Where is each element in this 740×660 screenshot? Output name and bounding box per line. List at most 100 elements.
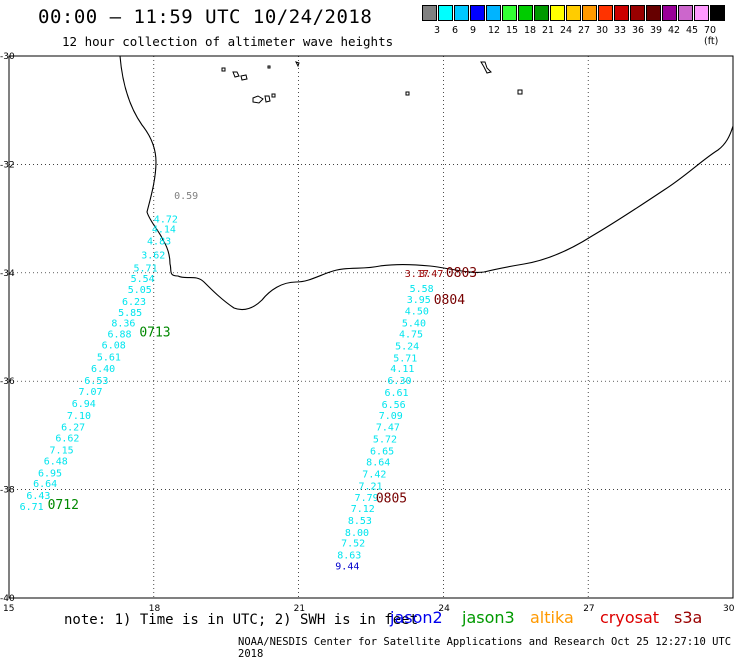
wave-height-value: 7.42	[362, 469, 386, 480]
scale-label: 70 (ft)	[704, 25, 719, 47]
wave-height-value: 7.12	[351, 504, 375, 515]
satellite-legend-jason2: jason2	[390, 608, 443, 627]
islands	[221, 61, 523, 104]
wave-height-value: 5.58	[410, 284, 434, 295]
observations-layer: 0.594.724.144.833.625.715.545.056.235.85…	[20, 191, 478, 573]
island	[480, 61, 492, 74]
latitude-labels: -30 -32 -34 -36 -38 -40	[0, 52, 15, 604]
scale-label: 18	[524, 25, 537, 36]
scale-swatch	[614, 5, 629, 21]
lon-tick-label: 30	[723, 604, 735, 614]
satellite-legend-jason3: jason3	[462, 608, 515, 627]
wave-height-value: 4.14	[152, 224, 176, 235]
scale-swatch	[694, 5, 709, 21]
scale-swatch	[630, 5, 645, 21]
wave-height-value: 6.65	[370, 447, 394, 458]
island	[405, 91, 410, 96]
wave-height-value: 7.15	[50, 445, 74, 456]
scale-label: 9	[470, 25, 477, 36]
scale-label: 39	[650, 25, 663, 36]
island	[264, 95, 271, 103]
wave-height-value: 7.09	[379, 411, 403, 422]
wave-height-value: 4.11	[390, 364, 414, 375]
wave-height-value: 4.83	[147, 236, 171, 247]
island	[252, 95, 264, 104]
wave-height-value: 5.71	[393, 353, 417, 364]
longitude-labels: 15 18 21 24 27 30	[3, 604, 735, 614]
wave-height-value: 3.17	[405, 269, 429, 280]
wave-height-value: 5.24	[395, 341, 419, 352]
wave-height-value: 6.27	[61, 423, 85, 434]
scale-swatch	[454, 5, 469, 21]
wave-height-value: 8.63	[337, 551, 361, 562]
lat-tick-label: -34	[0, 269, 15, 279]
island	[232, 71, 240, 78]
wave-height-value: 7.21	[358, 481, 382, 492]
satellite-legend-s3a: s3a	[674, 608, 703, 627]
scale-swatch	[582, 5, 597, 21]
scale-swatch	[502, 5, 517, 21]
wave-height-value: 6.88	[107, 330, 131, 341]
lon-tick-label: 18	[149, 604, 161, 614]
wave-height-value: 5.85	[118, 308, 142, 319]
scale-label: 12	[488, 25, 501, 36]
scale-swatch	[678, 5, 693, 21]
lon-tick-label: 27	[583, 604, 594, 614]
map-frame	[8, 55, 734, 599]
scale-swatch	[646, 5, 661, 21]
lon-tick-label: 21	[294, 604, 305, 614]
lon-tick-label: 15	[3, 604, 14, 614]
pass-time-label: 0804	[434, 293, 465, 308]
scale-swatch	[662, 5, 677, 21]
wave-height-value: 6.48	[44, 456, 68, 467]
wave-height-value: 9.44	[335, 561, 359, 572]
scale-swatch	[566, 5, 581, 21]
wave-height-value: 6.64	[33, 479, 57, 490]
scale-swatch	[534, 5, 549, 21]
lat-lon-grid	[9, 56, 733, 598]
island	[517, 89, 523, 95]
wave-height-value: 7.10	[67, 411, 91, 422]
island	[295, 61, 300, 68]
wave-height-value: 6.95	[38, 468, 62, 479]
wave-height-value: 7.07	[79, 387, 103, 398]
wave-height-value: 5.54	[131, 274, 155, 285]
wave-height-value: 5.71	[134, 263, 158, 274]
wave-height-value: 6.94	[72, 399, 96, 410]
credit-footer: NOAA/NESDIS Center for Satellite Applica…	[238, 636, 732, 660]
scale-label: 6	[452, 25, 459, 36]
wave-height-value: 6.56	[382, 400, 406, 411]
scale-swatch	[550, 5, 565, 21]
scale-label: 15	[506, 25, 519, 36]
map-title: 00:00 – 11:59 UTC 10/24/2018	[38, 6, 373, 28]
lon-tick-label: 24	[438, 604, 450, 614]
wave-height-value: 0.59	[174, 191, 198, 202]
wave-height-value: 6.62	[55, 434, 79, 445]
wave-height-value: 6.53	[84, 376, 108, 387]
wave-height-value: 6.40	[91, 364, 115, 375]
wave-height-value: 8.00	[345, 528, 369, 539]
scale-swatch	[470, 5, 485, 21]
wave-height-value: 5.05	[128, 285, 152, 296]
scale-label: 33	[614, 25, 627, 36]
wave-height-value: 8.64	[366, 457, 390, 468]
pass-time-label: 0803	[446, 266, 477, 281]
wave-height-value: 5.72	[373, 435, 397, 446]
wave-height-value: 5.61	[97, 352, 121, 363]
scale-swatch	[518, 5, 533, 21]
scale-label: 3	[434, 25, 441, 36]
scale-label: 21	[542, 25, 555, 36]
pass-time-label: 0712	[48, 498, 79, 513]
map-subtitle: 12 hour collection of altimeter wave hei…	[62, 34, 394, 49]
footnote: note: 1) Time is in UTC; 2) SWH is in fe…	[64, 612, 419, 628]
wave-height-value: 3.95	[407, 295, 431, 306]
island	[221, 67, 226, 72]
wave-height-value: 4.72	[154, 215, 178, 226]
scale-label: 27	[578, 25, 591, 36]
island	[240, 74, 248, 81]
wave-height-value: 3.62	[141, 250, 165, 261]
wave-height-value: 8.36	[111, 319, 135, 330]
wave-height-value: 6.61	[385, 388, 409, 399]
lat-tick-label: -30	[0, 52, 15, 62]
wave-height-value: 4.50	[405, 307, 429, 318]
